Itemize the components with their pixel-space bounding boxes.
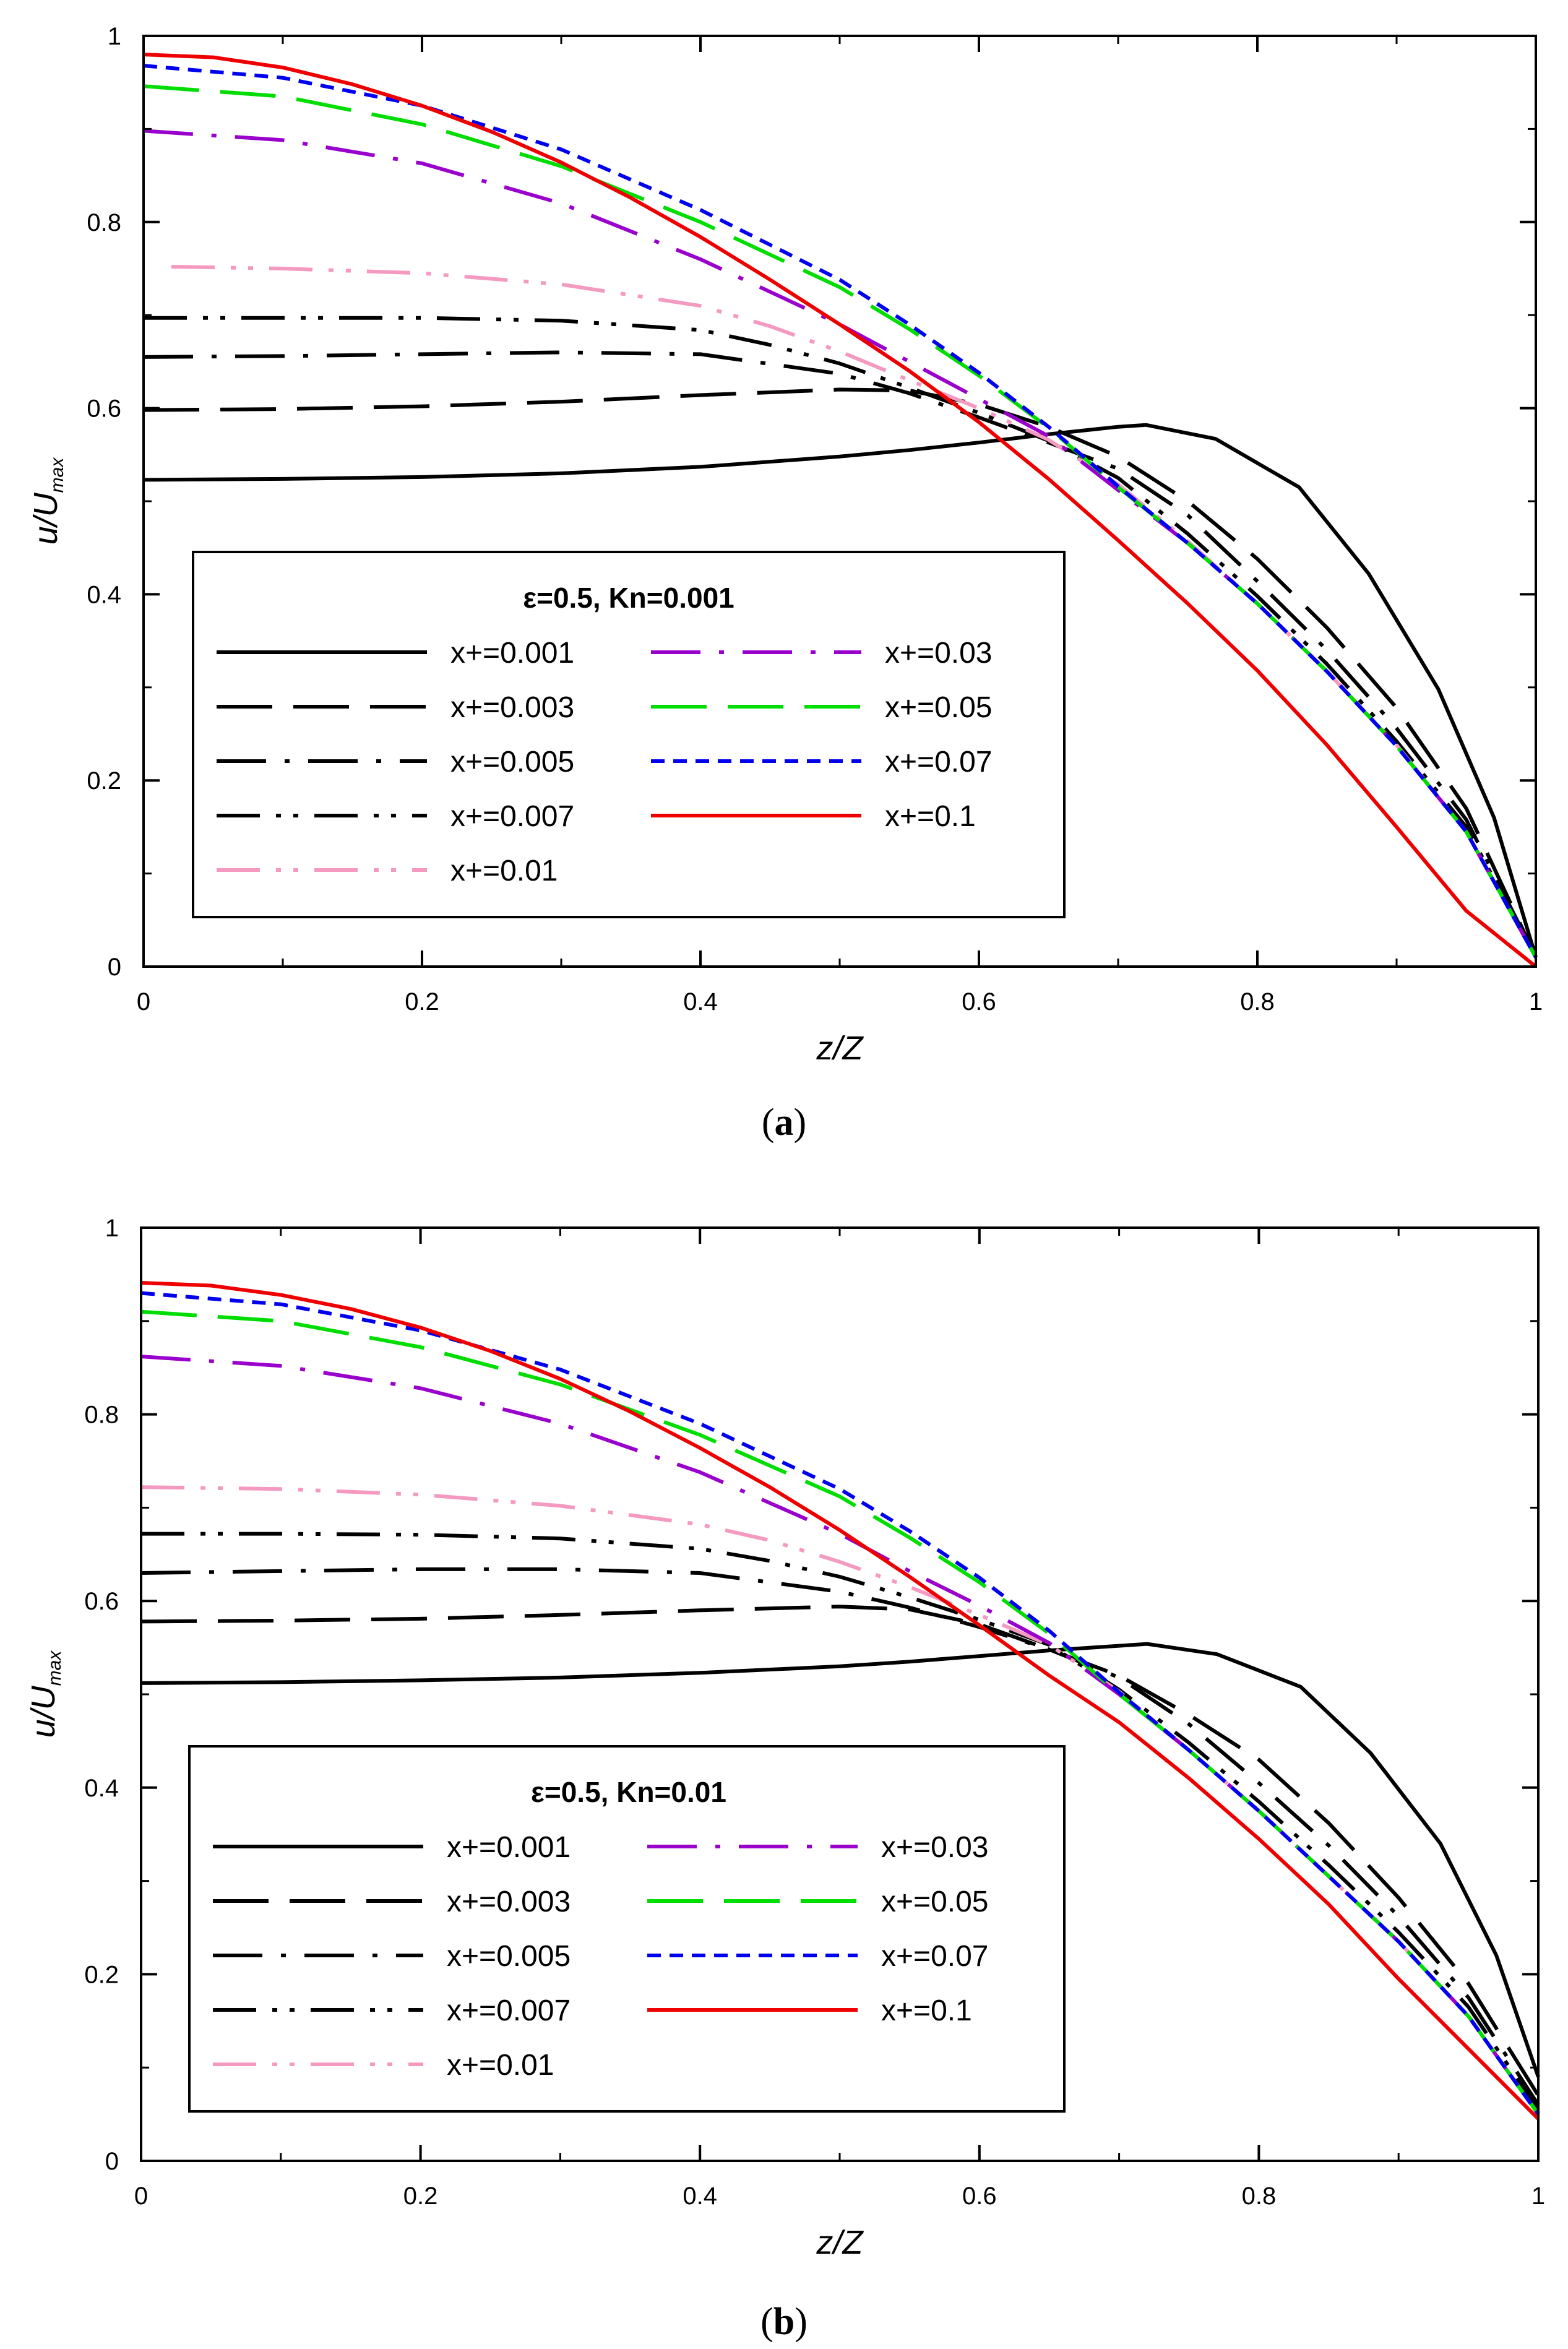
legend-label: x+=0.005: [450, 746, 574, 778]
y-tick-label: 0.6: [84, 1588, 119, 1615]
y-tick-label: 0: [108, 954, 121, 981]
y-tick-label: 0.6: [87, 395, 121, 423]
x-tick-label: 0.8: [1242, 2183, 1277, 2210]
legend-label: x+=0.1: [885, 800, 976, 833]
legend-label: x+=0.1: [881, 1994, 972, 2027]
legend-label: x+=0.003: [447, 1886, 571, 1918]
y-tick-label: 0.4: [87, 581, 121, 608]
series-line-x+=0.003: [140, 1605, 1540, 2097]
legend-label: x+=0.007: [450, 800, 574, 833]
legend-label: x+=0.001: [447, 1831, 571, 1864]
legend-title: ε=0.5, Kn=0.01: [531, 1776, 726, 1808]
y-tick-label: 0.2: [84, 1961, 119, 1988]
x-tick-label: 0.8: [1240, 988, 1275, 1015]
caption-b: (b): [760, 2301, 808, 2343]
series-line-x+=0.1: [143, 53, 1537, 968]
legend-label: x+=0.001: [450, 637, 574, 670]
legend-label: x+=0.01: [447, 2049, 554, 2082]
legend-box: [192, 551, 1066, 918]
series-line-x+=0.07: [140, 1291, 1540, 2116]
x-tick-label: 0.4: [683, 2183, 717, 2210]
y-tick-label: 0.8: [84, 1402, 119, 1429]
legend-label: x+=0.03: [885, 637, 992, 670]
y-tick-label: 1: [108, 23, 121, 50]
x-tick-label: 0.2: [403, 2183, 438, 2210]
y-axis-label: u/Umax: [27, 457, 67, 545]
legend-label: x+=0.03: [881, 1831, 988, 1864]
legend-label: x+=0.003: [450, 691, 574, 724]
legend-label: x+=0.005: [447, 1940, 571, 1973]
y-tick-label: 0.2: [87, 767, 121, 795]
series-line-x+=0.007: [144, 316, 1538, 959]
chart-panel-b: 0 0.2 0.4 0.6 0.8 100.20.40.60.81 u/Umax z/Z …: [25, 1215, 1545, 2261]
legend-label: x+=0.05: [881, 1886, 988, 1918]
chart-panel-a: 0 0.2 0.4 0.6 0.8 100.20.40.60.81 u/Umax z/Z …: [27, 23, 1543, 1067]
y-tick-label: 0.4: [84, 1775, 119, 1802]
series-line-x+=0.005: [140, 1567, 1540, 2106]
y-tick-label: 1: [105, 1215, 119, 1242]
legend-label: x+=0.07: [881, 1940, 988, 1973]
y-tick-label: 0: [105, 2148, 119, 2175]
x-tick-label: 0.6: [962, 988, 996, 1015]
y-tick-label: 0.8: [87, 209, 121, 236]
legend-label: x+=0.007: [447, 1994, 571, 2027]
legend-label: x+=0.07: [885, 746, 992, 778]
plot-frame: [142, 35, 1537, 968]
series-line-x+=0.005: [143, 350, 1538, 959]
x-tick-label: 1: [1531, 2183, 1545, 2210]
x-tick-label: 0.2: [405, 988, 439, 1015]
legend-title: ε=0.5, Kn=0.001: [523, 582, 734, 614]
legend-label: x+=0.01: [450, 855, 558, 887]
x-tick-label: 0: [134, 2183, 148, 2210]
series-line-x+=0.01: [140, 1485, 1540, 2116]
legend-box: [188, 1745, 1066, 2113]
x-axis-label: z/Z: [816, 1030, 864, 1067]
caption-a: (a): [762, 1101, 806, 1144]
plot-frame: [140, 1226, 1540, 2162]
x-tick-label: 0.4: [683, 988, 718, 1015]
series-line-x+=0.1: [140, 1281, 1540, 2121]
legend-label: x+=0.05: [885, 691, 992, 724]
x-tick-label: 0: [137, 988, 150, 1015]
x-tick-label: 1: [1529, 988, 1543, 1015]
y-axis-label: u/Umax: [25, 1650, 65, 1738]
series-line-x+=0.07: [143, 64, 1538, 959]
x-tick-label: 0.6: [962, 2183, 997, 2210]
x-axis-label: z/Z: [816, 2224, 864, 2261]
series-line-x+=0.007: [141, 1532, 1540, 2111]
